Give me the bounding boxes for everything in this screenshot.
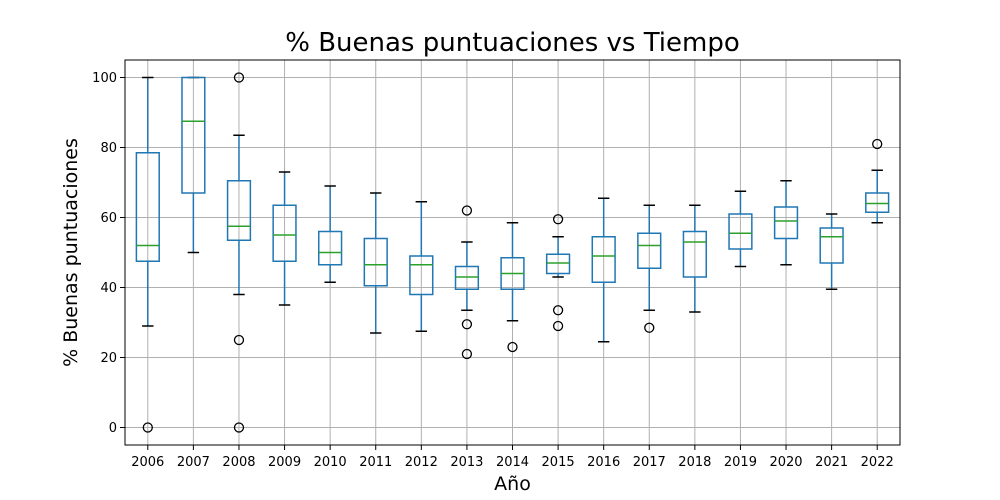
y-axis-label: % Buenas puntuaciones bbox=[60, 138, 82, 367]
x-tick-label: 2017 bbox=[633, 455, 666, 470]
box-2011 bbox=[363, 192, 388, 334]
chart-title: % Buenas puntuaciones vs Tiempo bbox=[285, 28, 740, 58]
box-2008 bbox=[226, 72, 252, 433]
box-2009 bbox=[272, 171, 297, 306]
iqr-box bbox=[135, 152, 160, 262]
y-tick-label: 100 bbox=[92, 71, 117, 86]
boxes bbox=[135, 72, 890, 433]
box-2017 bbox=[637, 204, 662, 333]
box-2010 bbox=[318, 185, 343, 283]
outlier-point bbox=[233, 72, 245, 83]
outlier-point bbox=[233, 334, 245, 346]
x-tick-label: 2022 bbox=[861, 455, 894, 470]
box-2022 bbox=[865, 138, 890, 224]
iqr-box bbox=[819, 227, 844, 264]
iqr-box bbox=[454, 265, 480, 290]
outlier-point bbox=[552, 320, 564, 332]
x-tick-label: 2011 bbox=[359, 455, 392, 470]
y-tick-label: 80 bbox=[100, 141, 117, 156]
x-tick-label: 2014 bbox=[496, 455, 529, 470]
iqr-box bbox=[865, 192, 890, 213]
x-tick-label: 2010 bbox=[314, 455, 347, 470]
box-2013 bbox=[454, 205, 480, 360]
x-tick-label: 2012 bbox=[405, 455, 438, 470]
box-2014 bbox=[500, 222, 525, 353]
x-tick-label: 2019 bbox=[724, 455, 757, 470]
ticks: 0 20 40 60 80 100 2006 2007 2008 2009 2010 2011 2012… bbox=[92, 71, 894, 470]
iqr-box bbox=[728, 213, 753, 250]
x-axis-label: Año bbox=[494, 473, 531, 495]
outlier-point bbox=[872, 138, 883, 150]
box-2019 bbox=[728, 190, 753, 268]
box-2016 bbox=[591, 197, 616, 343]
box-2021 bbox=[819, 213, 844, 290]
outlier-point bbox=[644, 322, 655, 333]
iqr-box bbox=[318, 230, 343, 266]
iqr-box bbox=[682, 230, 707, 278]
outlier-point bbox=[507, 341, 518, 353]
x-tick-label: 2007 bbox=[177, 455, 210, 470]
iqr-box bbox=[409, 255, 434, 296]
iqr-box bbox=[591, 236, 616, 283]
y-tick-label: 20 bbox=[100, 351, 117, 366]
outlier-point bbox=[142, 422, 153, 433]
box-2006 bbox=[135, 76, 160, 433]
iqr-box bbox=[545, 253, 571, 275]
box-2007 bbox=[181, 76, 206, 254]
x-tick-label: 2013 bbox=[450, 455, 483, 470]
x-tick-label: 2006 bbox=[131, 455, 164, 470]
x-tick-label: 2015 bbox=[542, 455, 575, 470]
box-2018 bbox=[682, 204, 707, 313]
outlier-point bbox=[233, 422, 245, 433]
iqr-box bbox=[181, 76, 206, 194]
outlier-point bbox=[461, 348, 473, 360]
iqr-box bbox=[637, 232, 662, 269]
outlier-point bbox=[461, 319, 473, 330]
x-tick-label: 2016 bbox=[587, 455, 620, 470]
x-tick-label: 2021 bbox=[815, 455, 848, 470]
x-tick-label: 2018 bbox=[678, 455, 711, 470]
box-2012 bbox=[409, 201, 434, 332]
outlier-point bbox=[552, 305, 564, 316]
box-2020 bbox=[773, 180, 799, 266]
x-tick-label: 2020 bbox=[769, 455, 802, 470]
iqr-box bbox=[773, 206, 799, 240]
y-tick-label: 60 bbox=[100, 211, 117, 226]
box-2015 bbox=[545, 214, 571, 332]
iqr-box bbox=[363, 237, 388, 287]
outlier-point bbox=[552, 214, 564, 225]
x-tick-label: 2009 bbox=[268, 455, 301, 470]
y-tick-label: 0 bbox=[109, 421, 117, 436]
outlier-point bbox=[461, 205, 473, 216]
x-tick-label: 2008 bbox=[222, 455, 255, 470]
iqr-box bbox=[272, 204, 297, 262]
y-tick-label: 40 bbox=[100, 281, 117, 296]
iqr-box bbox=[226, 180, 252, 241]
